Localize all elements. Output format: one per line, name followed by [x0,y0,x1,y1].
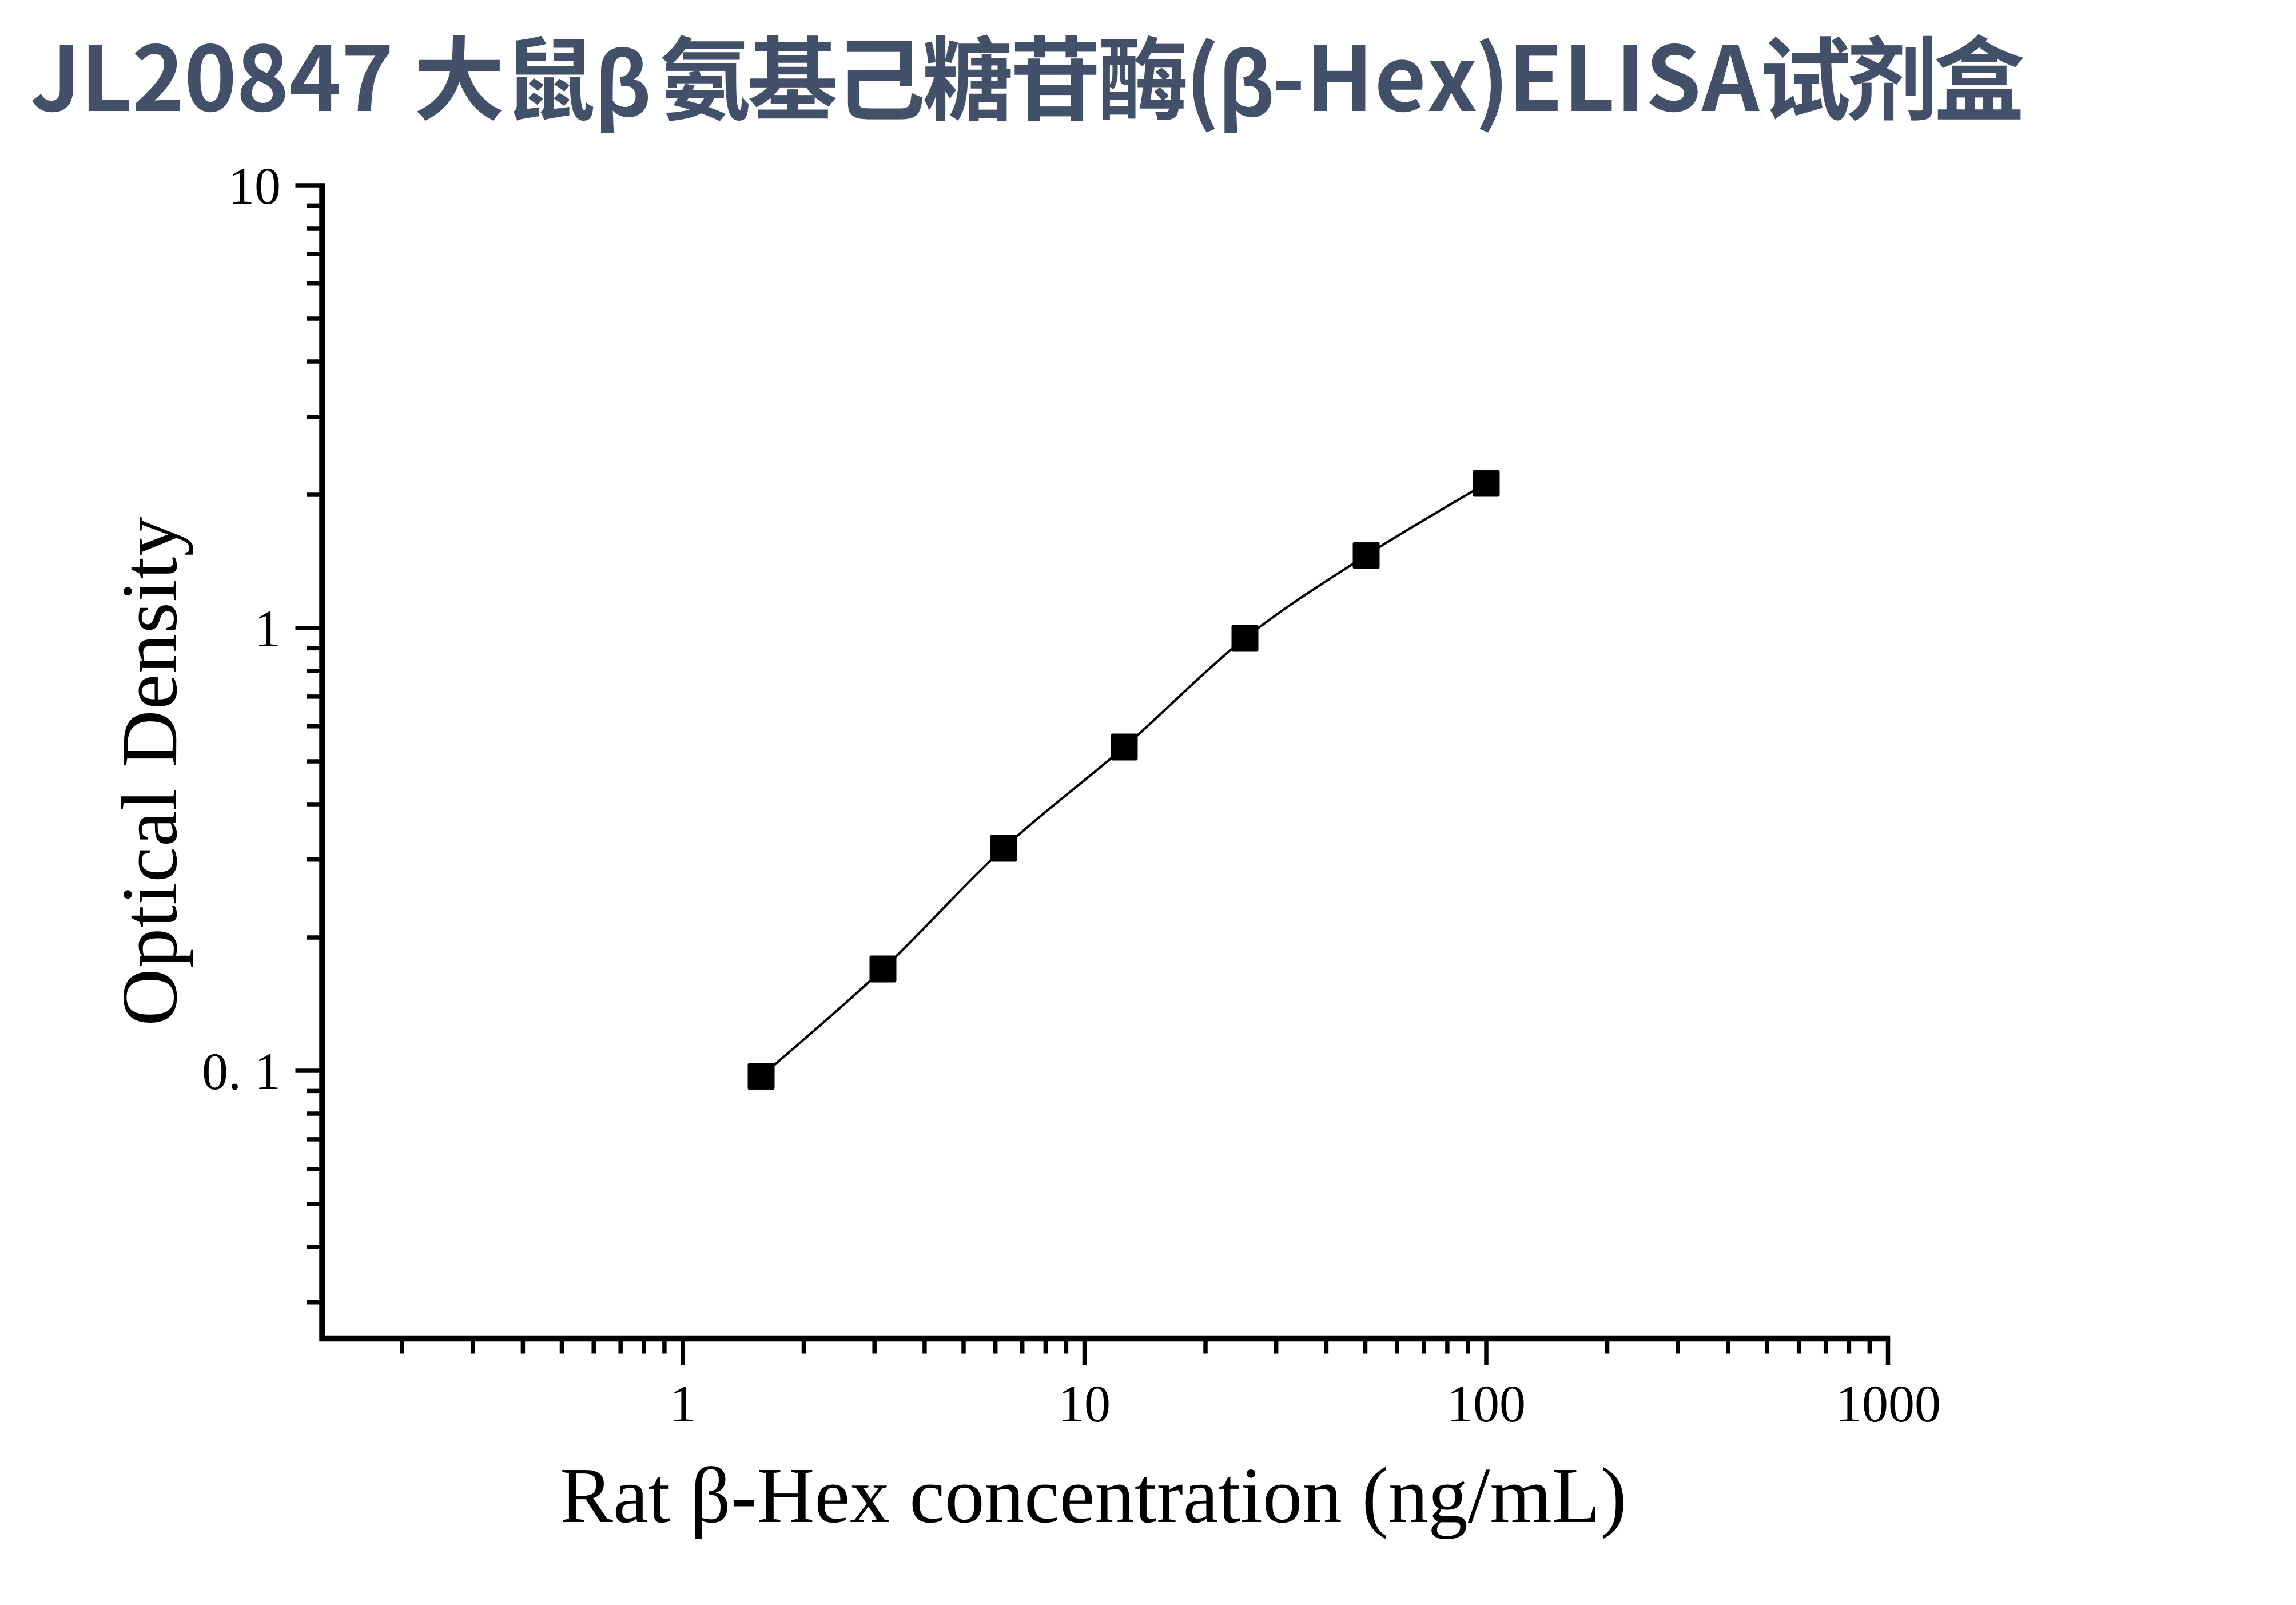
svg-text:1: 1 [254,599,281,658]
svg-text:0. 1: 0. 1 [202,1042,281,1101]
svg-text:Rat β-Hex concentration (ng/mL: Rat β-Hex concentration (ng/mL) [560,1452,1627,1540]
svg-text:100: 100 [1447,1374,1526,1433]
svg-text:1: 1 [670,1374,696,1433]
svg-text:Optical Density: Optical Density [106,516,194,1026]
svg-text:10: 10 [1058,1374,1111,1433]
svg-text:10: 10 [228,157,281,215]
svg-text:1000: 1000 [1836,1374,1941,1433]
